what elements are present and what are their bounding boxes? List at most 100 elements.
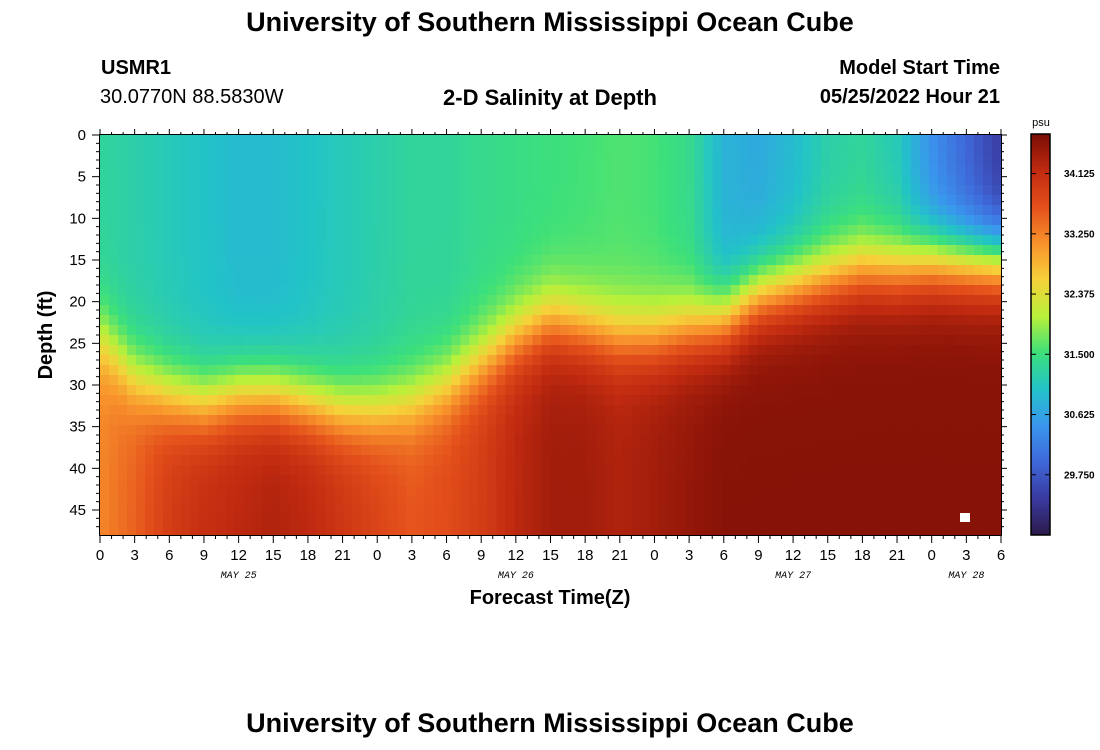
- heatmap-cell: [316, 355, 326, 366]
- heatmap-cell: [262, 365, 272, 376]
- heatmap-cell: [271, 245, 281, 256]
- heatmap-cell: [820, 325, 831, 336]
- heatmap-cell: [361, 285, 371, 296]
- heatmap-cell: [514, 505, 525, 516]
- heatmap-cell: [991, 185, 1002, 196]
- heatmap-cell: [658, 415, 669, 426]
- heatmap-cell: [370, 355, 380, 366]
- heatmap-cell: [757, 435, 768, 446]
- heatmap-cell: [694, 315, 705, 326]
- heatmap-cell: [136, 285, 146, 296]
- heatmap-cell: [964, 175, 975, 186]
- heatmap-cell: [406, 345, 416, 356]
- heatmap-cell: [136, 345, 146, 356]
- heatmap-cell: [703, 195, 714, 206]
- heatmap-cell: [271, 495, 281, 506]
- heatmap-cell: [487, 205, 498, 216]
- heatmap-cell: [586, 515, 597, 526]
- heatmap-cell: [631, 505, 642, 516]
- heatmap-cell: [874, 445, 885, 456]
- heatmap-cell: [127, 245, 137, 256]
- heatmap-cell: [730, 145, 741, 156]
- heatmap-cell: [991, 145, 1002, 156]
- heatmap-cell: [172, 295, 182, 306]
- heatmap-cell: [982, 255, 993, 266]
- heatmap-cell: [118, 495, 128, 506]
- heatmap-cell: [433, 375, 443, 386]
- heatmap-cell: [865, 395, 876, 406]
- heatmap-cell: [604, 205, 615, 216]
- heatmap-cell: [253, 235, 263, 246]
- heatmap-cell: [298, 435, 308, 446]
- heatmap-cell: [487, 515, 498, 526]
- heatmap-cell: [361, 205, 371, 216]
- heatmap-cell: [217, 165, 227, 176]
- heatmap-cell: [946, 465, 957, 476]
- heatmap-cell: [163, 405, 173, 416]
- heatmap-cell: [100, 235, 110, 246]
- heatmap-cell: [433, 385, 443, 396]
- heatmap-cell: [595, 245, 606, 256]
- heatmap-cell: [343, 385, 353, 396]
- heatmap-cell: [865, 335, 876, 346]
- heatmap-cell: [199, 525, 209, 536]
- heatmap-cell: [991, 255, 1002, 266]
- heatmap-cell: [118, 395, 128, 406]
- heatmap-cell: [127, 225, 137, 236]
- heatmap-cell: [973, 305, 984, 316]
- heatmap-cell: [397, 375, 407, 386]
- heatmap-cell: [703, 285, 714, 296]
- heatmap-cell: [622, 145, 633, 156]
- heatmap-cell: [667, 355, 678, 366]
- heatmap-cell: [100, 185, 110, 196]
- heatmap-cell: [289, 285, 299, 296]
- heatmap-cell: [199, 315, 209, 326]
- heatmap-cell: [766, 385, 777, 396]
- heatmap-cell: [235, 195, 245, 206]
- heatmap-cell: [190, 465, 200, 476]
- heatmap-cell: [523, 495, 534, 506]
- heatmap-cell: [694, 515, 705, 526]
- heatmap-cell: [973, 525, 984, 536]
- heatmap-cell: [226, 485, 236, 496]
- heatmap-cell: [766, 145, 777, 156]
- heatmap-cell: [703, 435, 714, 446]
- heatmap-cell: [559, 365, 570, 376]
- heatmap-cell: [424, 305, 434, 316]
- heatmap-cell: [559, 285, 570, 296]
- heatmap-cell: [694, 195, 705, 206]
- heatmap-cell: [640, 195, 651, 206]
- heatmap-cell: [829, 485, 840, 496]
- heatmap-cell: [676, 525, 687, 536]
- heatmap-cell: [244, 385, 254, 396]
- heatmap-cell: [685, 365, 696, 376]
- heatmap-cell: [856, 335, 867, 346]
- heatmap-cell: [766, 265, 777, 276]
- heatmap-cell: [190, 355, 200, 366]
- heatmap-cell: [631, 155, 642, 166]
- heatmap-cell: [289, 455, 299, 466]
- heatmap-cell: [379, 225, 389, 236]
- heatmap-cell: [325, 165, 335, 176]
- heatmap-cell: [856, 265, 867, 276]
- heatmap-cell: [379, 155, 389, 166]
- heatmap-cell: [289, 215, 299, 226]
- heatmap-cell: [361, 325, 371, 336]
- heatmap-cell: [604, 335, 615, 346]
- heatmap-cell: [613, 385, 624, 396]
- heatmap-cell: [595, 505, 606, 516]
- heatmap-cell: [568, 165, 579, 176]
- heatmap-cell: [136, 415, 146, 426]
- heatmap-cell: [631, 225, 642, 236]
- heatmap-cell: [217, 495, 227, 506]
- heatmap-cell: [523, 325, 534, 336]
- heatmap-cell: [766, 455, 777, 466]
- heatmap-cell: [496, 445, 507, 456]
- heatmap-cell: [415, 145, 425, 156]
- heatmap-cell: [658, 135, 669, 146]
- heatmap-cell: [982, 405, 993, 416]
- heatmap-cell: [469, 415, 480, 426]
- heatmap-cell: [667, 295, 678, 306]
- heatmap-cell: [514, 315, 525, 326]
- heatmap-cell: [649, 415, 660, 426]
